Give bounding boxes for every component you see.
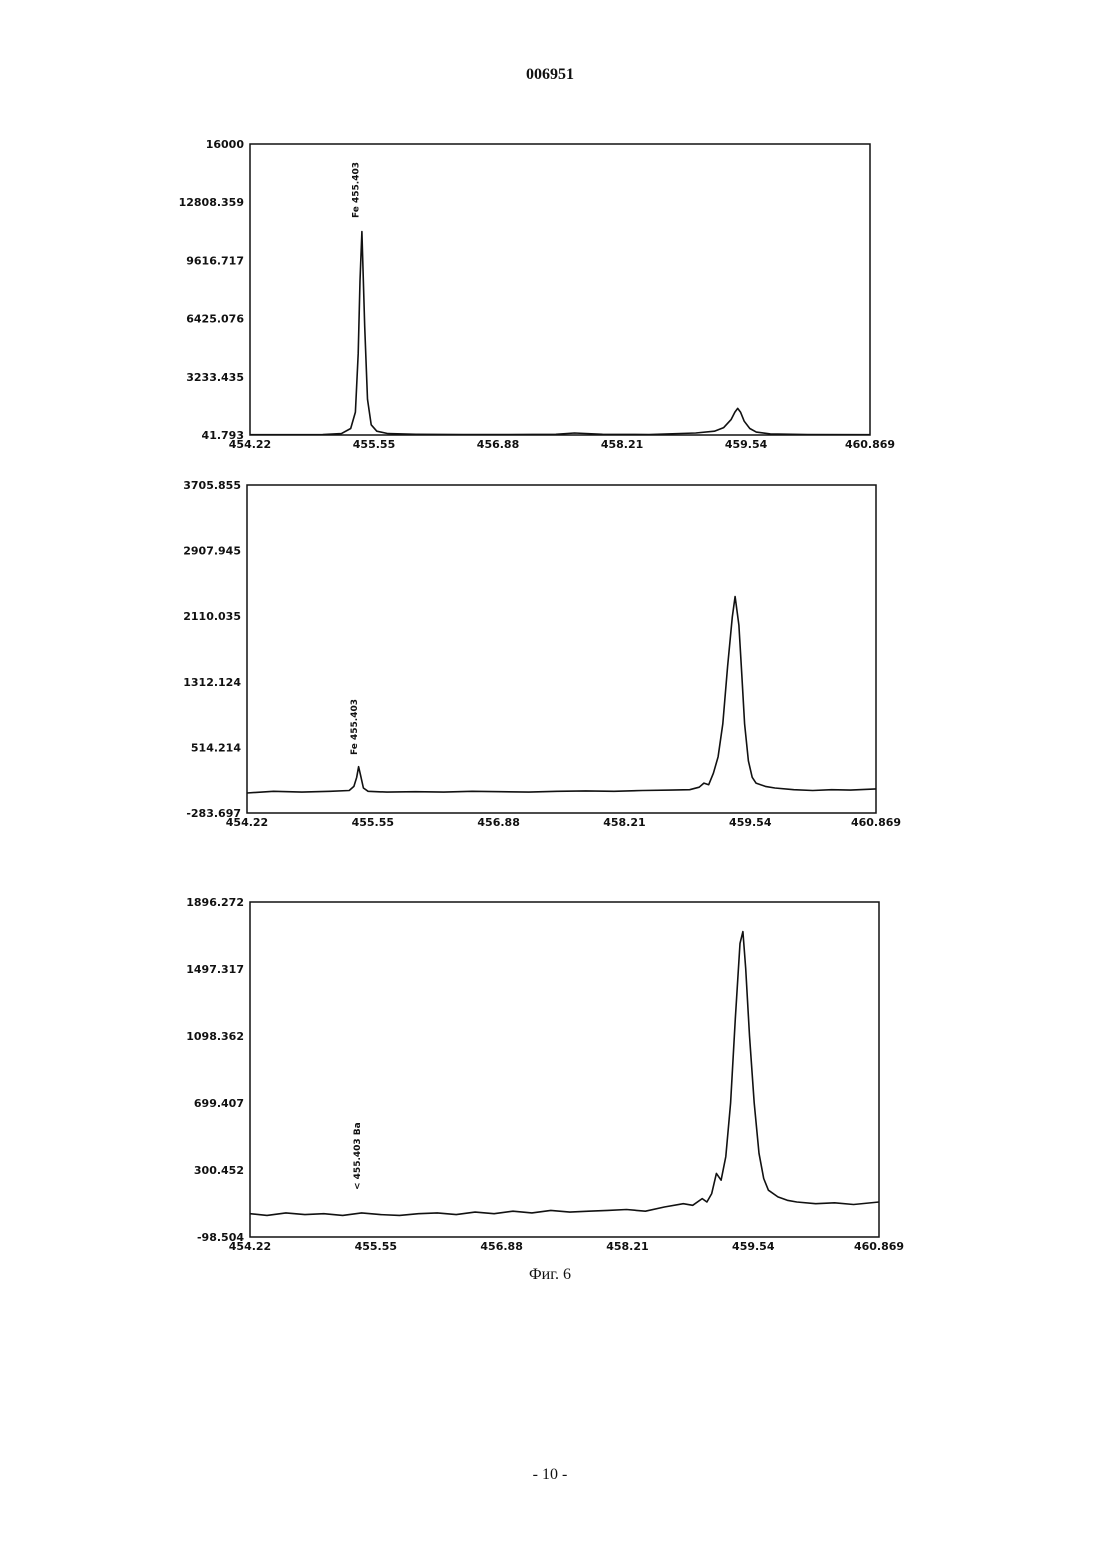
x-tick-label: 456.88 [477, 438, 519, 451]
y-tick-label: 3233.435 [186, 371, 244, 384]
spectrum-line [250, 232, 870, 435]
chart-panel-2: 3705.8552907.9452110.0351312.124514.214-… [183, 479, 901, 829]
x-tick-label: 459.54 [729, 816, 772, 829]
plot-frame [250, 144, 870, 435]
y-tick-label: 1098.362 [186, 1030, 244, 1043]
y-tick-label: 9616.717 [186, 254, 244, 267]
x-tick-label: 458.21 [601, 438, 643, 451]
y-tick-label: 699.407 [194, 1097, 244, 1110]
peak-annotation: Fe 455.403 [351, 162, 361, 218]
spectrum-line [250, 932, 879, 1216]
y-tick-label: 16000 [206, 138, 245, 151]
peak-annotation: Fe 455.403 [350, 699, 360, 755]
x-tick-label: 454.22 [229, 1240, 271, 1253]
x-tick-label: 454.22 [229, 438, 271, 451]
x-tick-label: 456.88 [480, 1240, 522, 1253]
x-tick-label: 458.21 [603, 816, 645, 829]
y-tick-label: 6425.076 [186, 313, 244, 326]
x-tick-label: 455.55 [355, 1240, 397, 1253]
peak-annotation: < 455.403 Ba [353, 1122, 363, 1190]
x-tick-label: 460.869 [851, 816, 901, 829]
plot-frame [250, 902, 879, 1237]
x-tick-label: 458.21 [606, 1240, 648, 1253]
y-tick-label: 2110.035 [183, 610, 241, 623]
x-tick-label: 460.869 [854, 1240, 904, 1253]
x-tick-label: 455.55 [353, 438, 395, 451]
y-tick-label: 1312.124 [183, 676, 241, 689]
y-tick-label: 2907.945 [183, 545, 241, 558]
y-tick-label: 1497.317 [186, 963, 244, 976]
spectrum-line [247, 597, 876, 794]
x-tick-label: 459.54 [725, 438, 768, 451]
y-tick-label: 514.214 [191, 741, 241, 754]
chart-panel-1: 1600012808.3599616.7176425.0763233.43541… [179, 138, 895, 451]
y-tick-label: 1896.272 [186, 896, 244, 909]
plot-frame [247, 485, 876, 813]
page-number: - 10 - [0, 1466, 1100, 1484]
y-tick-label: 12808.359 [179, 196, 244, 209]
y-tick-label: 300.452 [194, 1164, 244, 1177]
x-tick-label: 459.54 [732, 1240, 775, 1253]
x-tick-label: 460.869 [845, 438, 895, 451]
x-tick-label: 456.88 [477, 816, 519, 829]
x-tick-label: 454.22 [226, 816, 268, 829]
figure-caption: Фиг. 6 [0, 1266, 1100, 1284]
y-tick-label: 3705.855 [183, 479, 241, 492]
x-tick-label: 455.55 [352, 816, 394, 829]
chart-panel-3: 1896.2721497.3171098.362699.407300.452-9… [186, 896, 904, 1253]
